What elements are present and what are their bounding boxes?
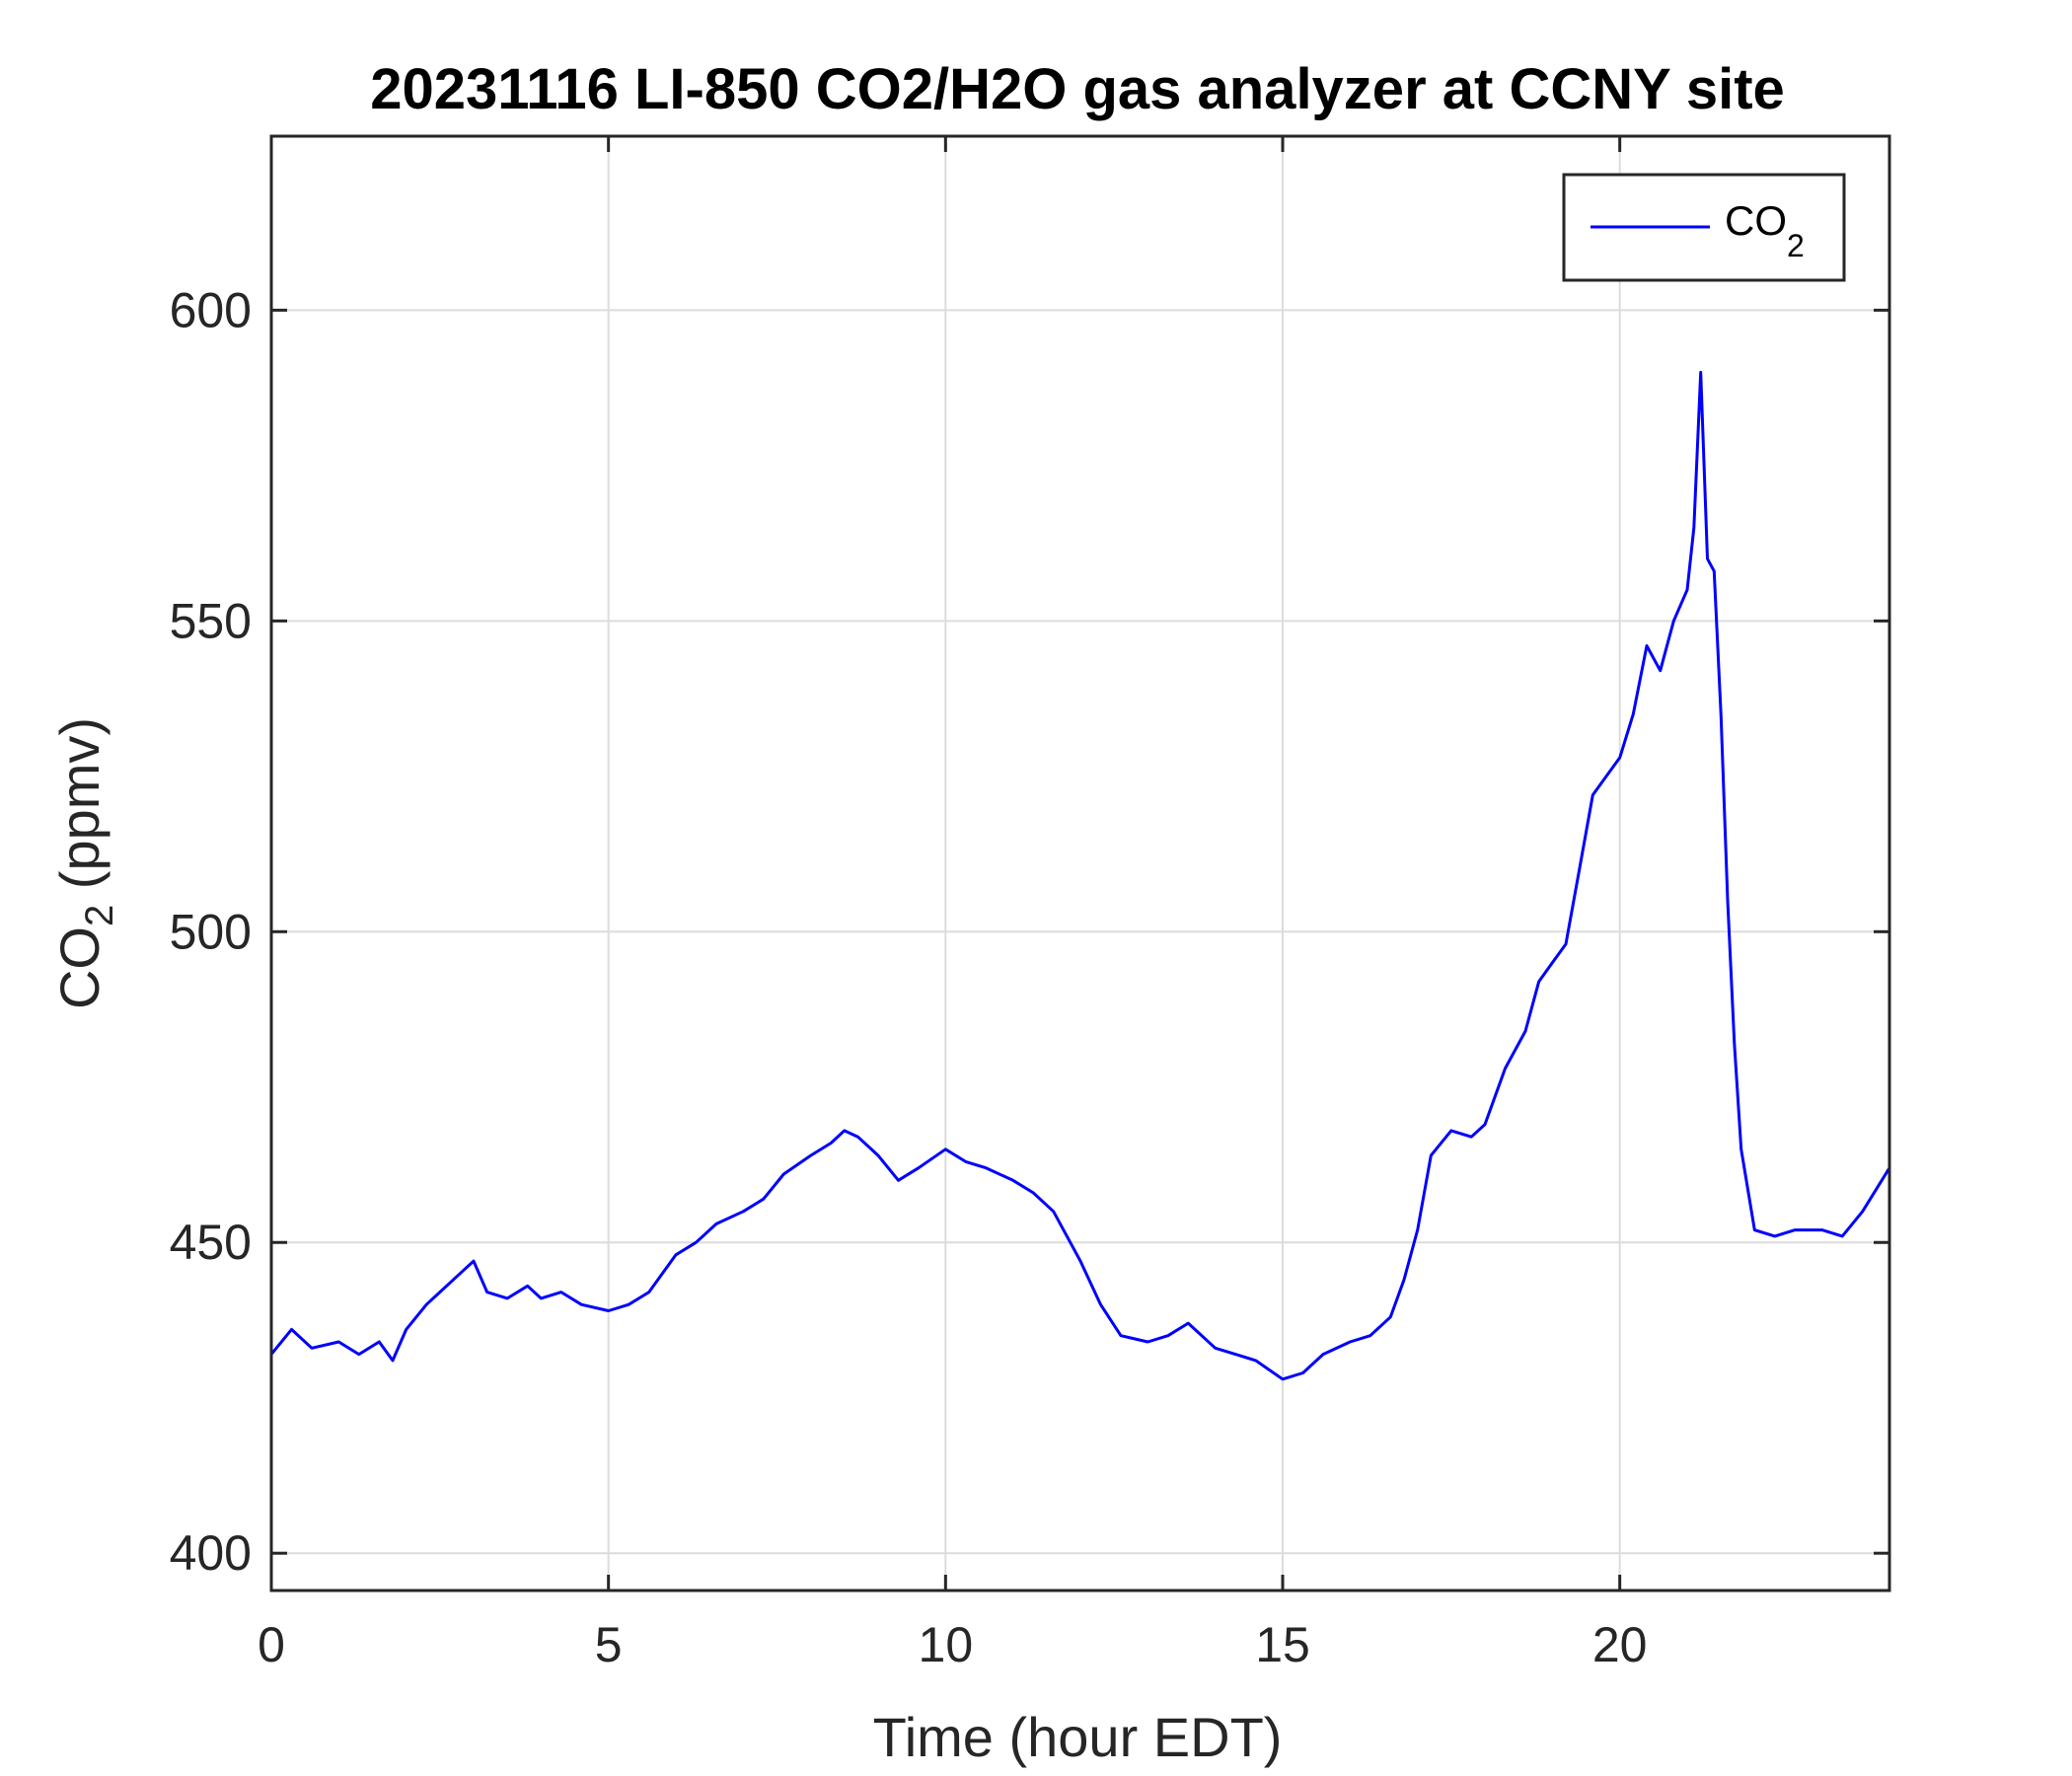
x-tick-label: 5 [595,1617,623,1672]
tick-labels: 0 5 10 15 20 400 450 500 550 600 [170,282,1648,1672]
y-tick-label: 450 [170,1215,252,1270]
plot-area [269,370,1891,1381]
y-axis-label-units: (ppmv) [48,717,111,905]
y-axis-label: CO2 (ppmv) [48,717,121,1009]
chart-title: 20231116 LI-850 CO2/H2O gas analyzer at … [370,57,1785,121]
y-tick-label: 550 [170,593,252,648]
ticks [269,136,1889,1591]
legend: CO2 [1562,173,1846,282]
legend-entry-subscript: 2 [1787,228,1805,263]
axes-box [269,134,1891,1592]
y-tick-label: 500 [170,904,252,959]
y-tick-label: 600 [170,282,252,337]
y-axis-label-subscript: 2 [78,905,121,926]
x-tick-label: 10 [919,1617,974,1672]
x-axis-label: Time (hour EDT) [873,1706,1283,1768]
series-line-co2 [269,370,1891,1381]
x-tick-label: 20 [1592,1617,1648,1672]
y-tick-label: 400 [170,1525,252,1581]
x-tick-label: 15 [1255,1617,1310,1672]
grid-lines [270,136,1889,1591]
x-tick-label: 0 [258,1617,285,1672]
y-axis-label-main: CO [48,926,111,1009]
legend-entry-co2: CO2 [1725,197,1805,263]
legend-entry-main: CO [1725,197,1787,244]
